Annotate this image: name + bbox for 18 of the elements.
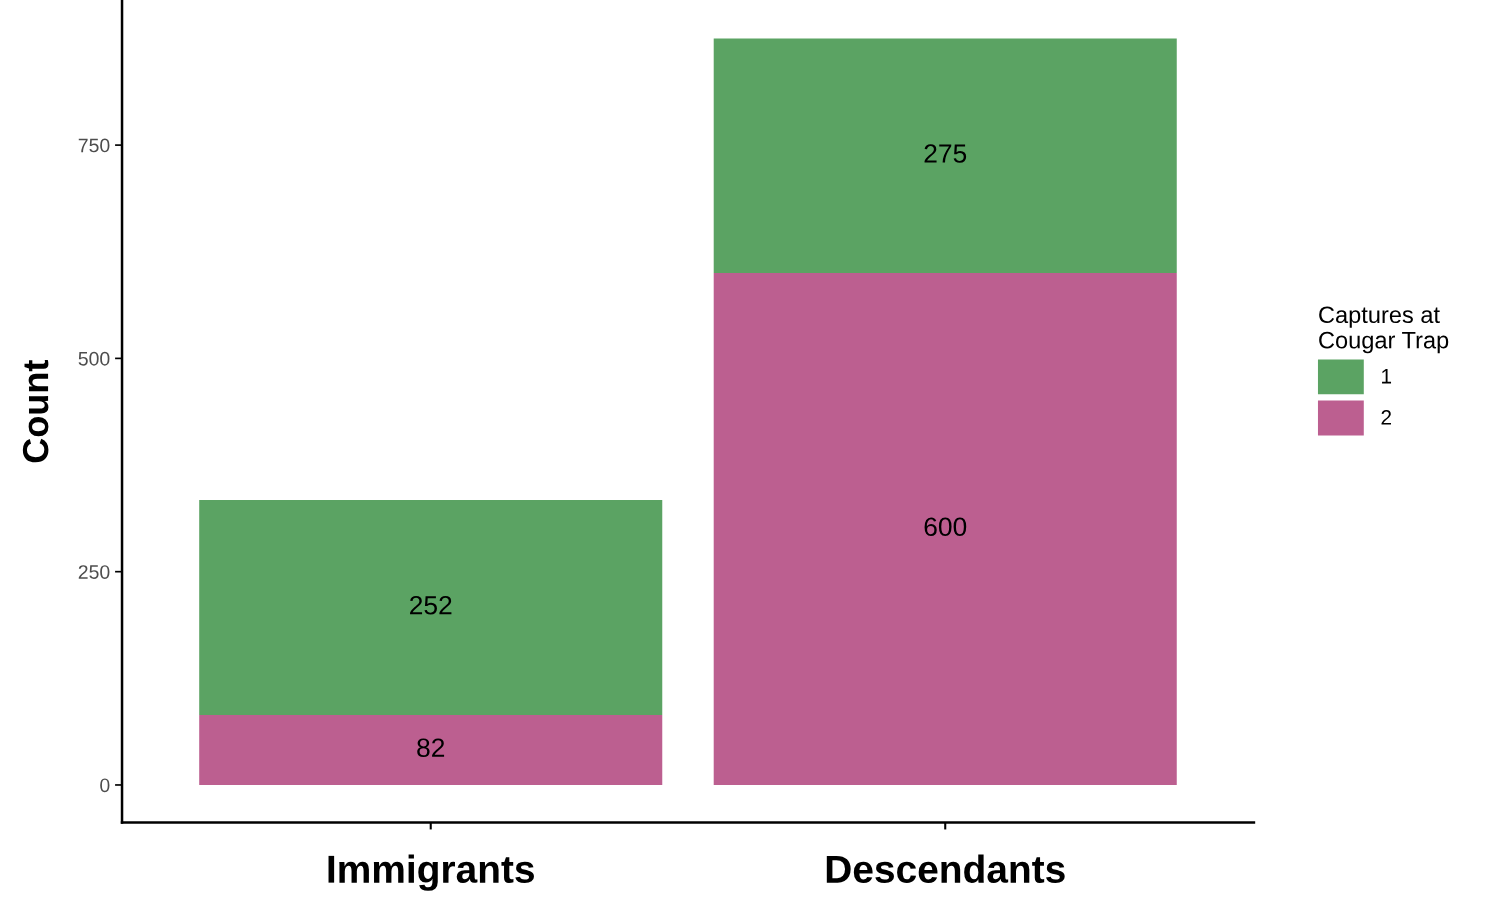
- bar: [713, 273, 1177, 785]
- data-label: 82: [417, 738, 445, 758]
- legend-label: 1: [1382, 369, 1392, 384]
- x-tick-label: Immigrants: [328, 854, 534, 891]
- y-tick-label: 0: [100, 778, 110, 793]
- y-tick-label: 750: [78, 138, 110, 153]
- data-label: 275: [924, 144, 967, 163]
- bar: [713, 38, 1177, 274]
- bar: [199, 500, 663, 716]
- y-axis-title: Count: [22, 360, 49, 463]
- legend-label: 2: [1381, 410, 1391, 425]
- x-tick-label: Descendants: [826, 854, 1065, 884]
- legend-title: Captures at Cougar Trap: [1319, 306, 1449, 354]
- bar: [199, 715, 663, 785]
- data-label: 252: [410, 595, 452, 615]
- data-label: 600: [924, 517, 967, 537]
- y-tick-label: 250: [78, 565, 110, 579]
- y-tick-label: 500: [78, 351, 110, 366]
